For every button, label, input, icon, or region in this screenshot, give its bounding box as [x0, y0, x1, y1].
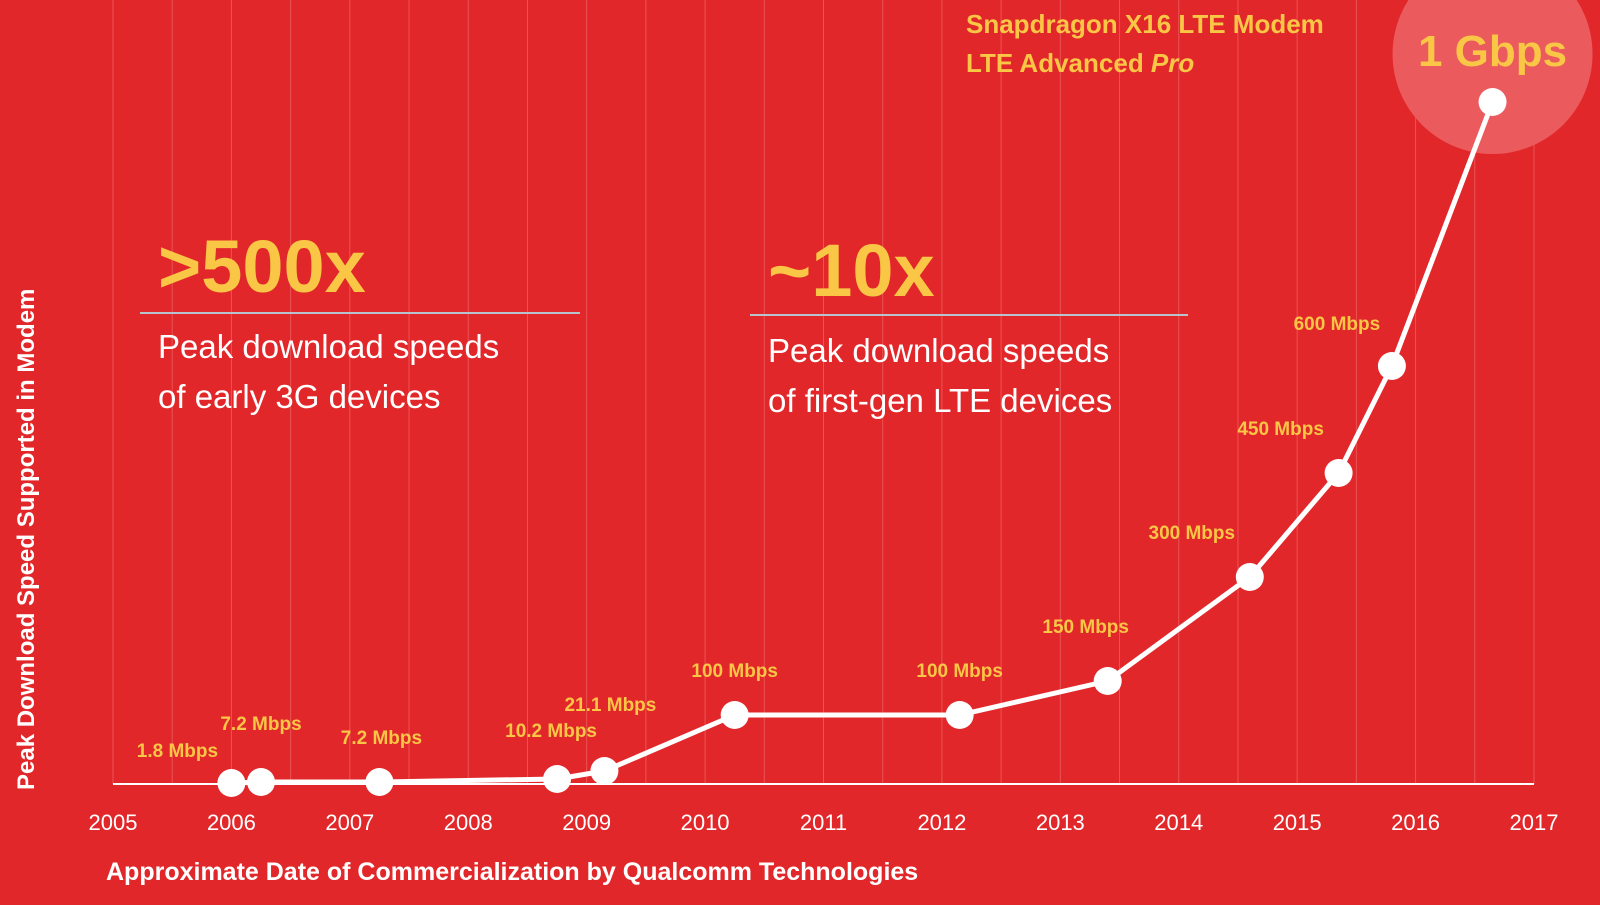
- data-point: [720, 701, 749, 729]
- data-point: [1235, 563, 1264, 591]
- data-label: 150 Mbps: [1042, 617, 1129, 638]
- data-point: [590, 757, 619, 785]
- annotation-2-line-2: of first-gen LTE devices: [768, 382, 1112, 419]
- data-point: [217, 769, 246, 797]
- callout-subtitle: LTE Advanced Pro: [966, 48, 1194, 78]
- x-tick-label: 2011: [800, 810, 847, 835]
- callout-title: Snapdragon X16 LTE Modem: [966, 9, 1324, 39]
- data-label: 100 Mbps: [691, 661, 778, 682]
- x-tick-label: 2012: [917, 810, 966, 835]
- data-label: 7.2 Mbps: [341, 728, 422, 749]
- data-label: 1.8 Mbps: [137, 741, 218, 762]
- data-point: [1093, 667, 1122, 695]
- grid-layer: [112, 0, 1535, 784]
- annotation-1-line-2: of early 3G devices: [158, 378, 440, 415]
- annotation-1-line-1: Peak download speeds: [158, 328, 499, 365]
- x-tick-label: 2006: [207, 810, 256, 835]
- data-label: 300 Mbps: [1149, 523, 1236, 544]
- data-point: [1324, 459, 1353, 487]
- x-tick-label: 2008: [444, 810, 493, 835]
- x-tick-label: 2009: [562, 810, 611, 835]
- x-axis-title: Approximate Date of Commercialization by…: [106, 858, 918, 886]
- data-points: [217, 88, 1507, 797]
- data-label: 10.2 Mbps: [505, 721, 597, 742]
- series-line: [231, 101, 1495, 786]
- x-tick-label: 2007: [325, 810, 374, 835]
- data-label: 7.2 Mbps: [220, 714, 301, 735]
- x-tick-label: 2013: [1036, 810, 1085, 835]
- data-point: [945, 701, 974, 729]
- x-tick-label: 2015: [1273, 810, 1322, 835]
- x-tick-label: 2016: [1391, 810, 1440, 835]
- data-point: [543, 765, 572, 793]
- callout-subtitle-main: LTE Advanced: [966, 48, 1151, 78]
- x-tick-label: 2005: [89, 810, 138, 835]
- x-tick-label: 2014: [1154, 810, 1203, 835]
- annotation-2-line-1: Peak download speeds: [768, 332, 1109, 369]
- callout-subtitle-italic: Pro: [1151, 48, 1194, 78]
- data-point: [365, 768, 394, 796]
- x-tick-labels: 2005 2006 2007 2008 2009 2010 2011 2012 2013 2014…: [89, 810, 1559, 835]
- y-axis-title: Peak Download Speed Supported in Modem: [13, 289, 40, 790]
- data-label: 100 Mbps: [916, 661, 1003, 682]
- data-point: [1377, 352, 1406, 380]
- highlight-circle: [1392, 0, 1593, 154]
- annotation-2-headline: ~10x: [768, 229, 935, 312]
- x-tick-label: 2010: [681, 810, 730, 835]
- data-label: 450 Mbps: [1237, 419, 1324, 440]
- data-point: [1478, 88, 1507, 116]
- x-tick-label: 2017: [1510, 810, 1559, 835]
- data-label: 600 Mbps: [1294, 314, 1381, 335]
- callout-value: 1 Gbps: [1418, 27, 1567, 76]
- annotation-1-headline: >500x: [158, 225, 366, 308]
- data-point: [247, 768, 276, 796]
- data-label: 21.1 Mbps: [564, 695, 656, 716]
